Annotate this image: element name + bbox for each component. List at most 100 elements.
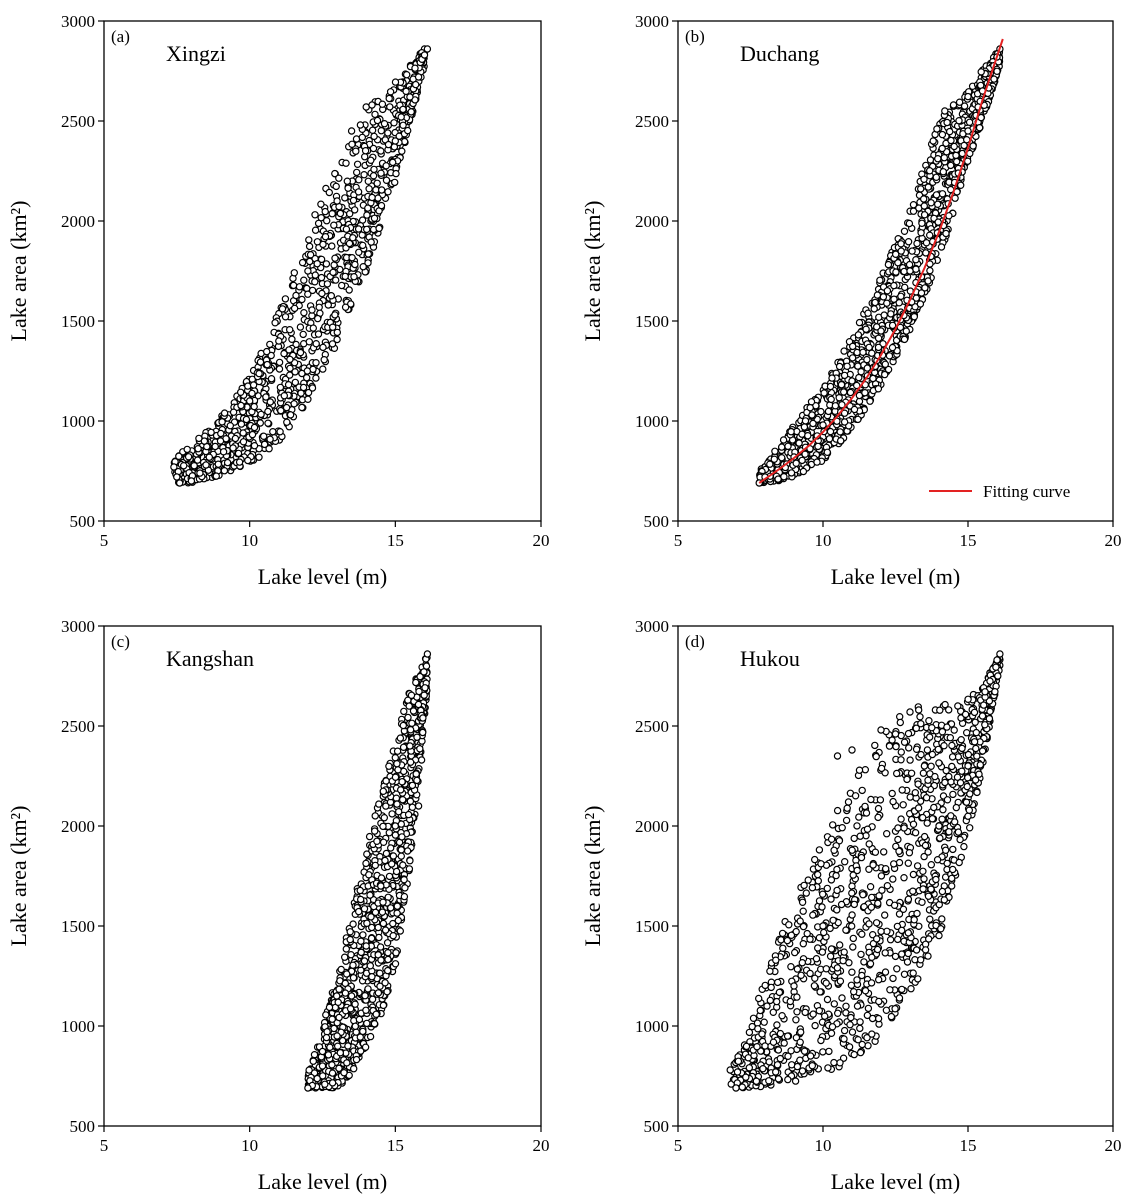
- data-point: [867, 795, 875, 804]
- data-point: [767, 983, 775, 992]
- data-point: [379, 838, 388, 847]
- data-point: [296, 323, 305, 331]
- data-point: [357, 937, 365, 945]
- data-point: [292, 291, 300, 300]
- data-point: [784, 442, 792, 450]
- data-point: [347, 992, 356, 1000]
- data-point: [399, 121, 407, 130]
- data-point: [948, 762, 956, 771]
- data-point: [305, 242, 314, 251]
- x-tick-label: 20: [1105, 531, 1122, 550]
- data-point: [903, 775, 911, 784]
- data-point: [763, 1002, 771, 1010]
- data-point: [895, 910, 904, 918]
- data-point: [366, 1032, 375, 1041]
- data-point: [334, 1042, 342, 1050]
- data-point: [319, 365, 327, 373]
- data-point: [787, 428, 795, 436]
- data-point: [306, 257, 314, 266]
- data-point: [964, 762, 972, 770]
- data-point: [832, 871, 840, 880]
- data-point: [370, 1020, 379, 1028]
- data-point: [324, 1051, 333, 1059]
- data-point: [397, 786, 405, 794]
- x-tick-label: 10: [815, 531, 832, 550]
- data-point: [290, 269, 298, 277]
- data-point: [850, 405, 859, 414]
- data-point: [808, 411, 816, 419]
- data-point: [933, 856, 942, 864]
- data-point: [924, 776, 932, 784]
- data-point: [948, 741, 956, 750]
- data-point: [236, 388, 245, 396]
- data-point: [269, 428, 277, 436]
- data-point: [897, 748, 906, 756]
- data-point: [380, 119, 389, 128]
- data-point: [904, 895, 913, 904]
- data-point: [877, 726, 885, 734]
- data-point: [257, 410, 265, 419]
- y-tick-label: 1000: [635, 412, 669, 431]
- data-point: [382, 176, 391, 184]
- data-point: [964, 774, 972, 782]
- data-point: [815, 897, 824, 905]
- x-axis-title: Lake level (m): [258, 1169, 388, 1194]
- data-point: [341, 303, 350, 311]
- data-point: [813, 458, 821, 466]
- data-point: [207, 428, 215, 437]
- data-point: [309, 1057, 317, 1065]
- data-point: [835, 362, 844, 371]
- data-point: [229, 444, 237, 452]
- y-tick-label: 3000: [635, 12, 669, 31]
- data-point: [965, 806, 974, 814]
- data-point: [874, 1014, 883, 1023]
- data-point: [884, 260, 893, 269]
- data-point: [964, 750, 973, 759]
- data-point: [817, 407, 825, 416]
- data-point: [806, 969, 814, 978]
- data-point: [200, 437, 209, 445]
- data-point: [385, 872, 394, 881]
- data-point: [770, 455, 779, 463]
- data-point: [996, 650, 1004, 658]
- data-point: [916, 713, 924, 721]
- data-point: [838, 994, 846, 1002]
- data-point: [219, 448, 228, 456]
- data-point: [328, 340, 337, 348]
- data-point: [423, 650, 432, 658]
- data-point: [387, 904, 395, 912]
- data-point: [849, 943, 857, 951]
- data-point: [859, 891, 867, 899]
- data-point: [873, 945, 882, 954]
- data-point: [869, 374, 877, 383]
- data-point: [304, 267, 312, 275]
- data-point: [356, 886, 364, 895]
- data-point: [321, 232, 330, 241]
- data-point: [919, 769, 928, 777]
- data-point: [871, 741, 879, 750]
- data-point: [948, 874, 956, 883]
- data-point: [331, 254, 339, 262]
- data-point: [917, 750, 925, 759]
- data-point: [991, 688, 999, 696]
- data-point: [368, 101, 376, 109]
- data-point: [738, 1083, 747, 1091]
- data-point: [175, 452, 183, 460]
- data-point: [295, 283, 304, 291]
- data-point: [732, 1084, 740, 1092]
- data-point: [806, 404, 814, 412]
- data-point: [308, 306, 316, 314]
- data-point: [237, 401, 245, 410]
- data-point: [396, 927, 404, 935]
- data-point: [281, 295, 290, 303]
- data-point: [828, 374, 836, 382]
- data-point: [774, 1046, 783, 1054]
- data-point: [881, 370, 889, 379]
- data-point: [371, 861, 379, 870]
- data-point: [286, 411, 295, 419]
- data-point: [826, 924, 834, 933]
- data-point: [787, 1047, 795, 1055]
- data-point: [787, 963, 795, 971]
- data-point: [831, 402, 840, 410]
- data-point: [370, 132, 378, 141]
